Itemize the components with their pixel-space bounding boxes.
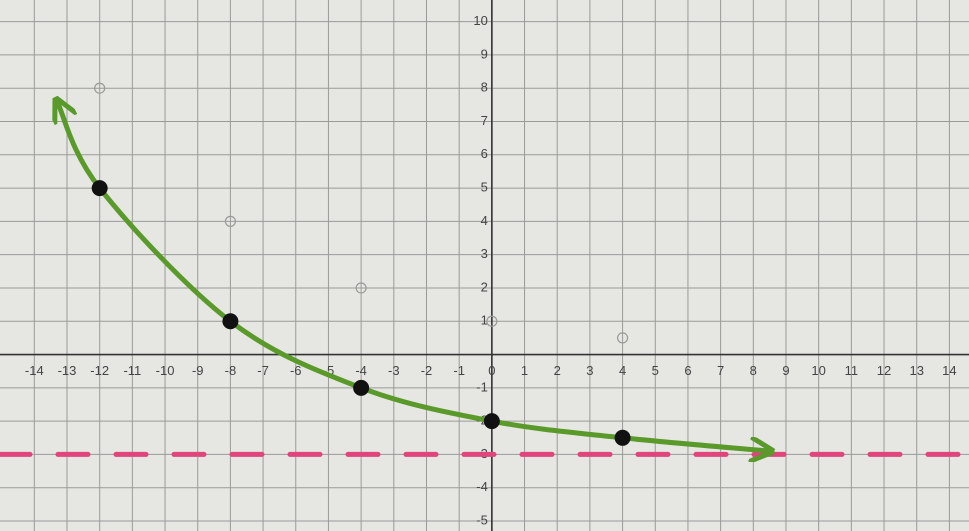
point: [222, 313, 238, 329]
y-tick-label: 8: [481, 80, 488, 95]
x-tick-label: 12: [877, 363, 891, 378]
x-tick-label: -1: [453, 363, 465, 378]
y-tick-label: -4: [476, 479, 488, 494]
y-tick-label: 9: [481, 46, 488, 61]
x-tick-label: 13: [909, 363, 923, 378]
x-tick-label: 0: [488, 363, 495, 378]
chart: -14-13-12-11-10-9-8-7-6-5-4-3-2-10123456…: [0, 0, 969, 531]
x-tick-label: 2: [554, 363, 561, 378]
x-tick-label: -7: [257, 363, 269, 378]
x-tick-label: -11: [123, 363, 141, 378]
point: [353, 380, 369, 396]
x-tick-label: 14: [942, 363, 956, 378]
x-tick-label: 8: [750, 363, 757, 378]
x-tick-label: -14: [25, 363, 44, 378]
x-tick-label: -13: [58, 363, 77, 378]
x-tick-label: 9: [782, 363, 789, 378]
x-tick-label: 4: [619, 363, 626, 378]
y-tick-label: -5: [476, 512, 488, 527]
x-tick-label: -4: [355, 363, 367, 378]
y-tick-label: 10: [473, 13, 487, 28]
y-tick-label: -1: [476, 379, 488, 394]
x-tick-label: 6: [684, 363, 691, 378]
x-tick-label: 5: [652, 363, 659, 378]
point: [484, 413, 500, 429]
x-tick-label: -12: [90, 363, 109, 378]
point: [92, 180, 108, 196]
x-tick-label: -9: [192, 363, 204, 378]
x-tick-label: -3: [388, 363, 400, 378]
x-tick-label: 1: [521, 363, 528, 378]
y-tick-label: 6: [481, 146, 488, 161]
x-tick-label: -10: [156, 363, 175, 378]
y-tick-label: 4: [481, 213, 488, 228]
y-tick-label: 3: [481, 246, 488, 261]
x-tick-label: 7: [717, 363, 724, 378]
x-tick-label: 10: [811, 363, 825, 378]
point: [615, 430, 631, 446]
x-tick-label: -2: [421, 363, 433, 378]
x-tick-label: -8: [225, 363, 237, 378]
x-tick-label: 3: [586, 363, 593, 378]
y-tick-label: 7: [481, 113, 488, 128]
x-tick-label: 11: [845, 363, 859, 378]
y-tick-label: 5: [481, 180, 488, 195]
y-tick-label: 2: [481, 279, 488, 294]
